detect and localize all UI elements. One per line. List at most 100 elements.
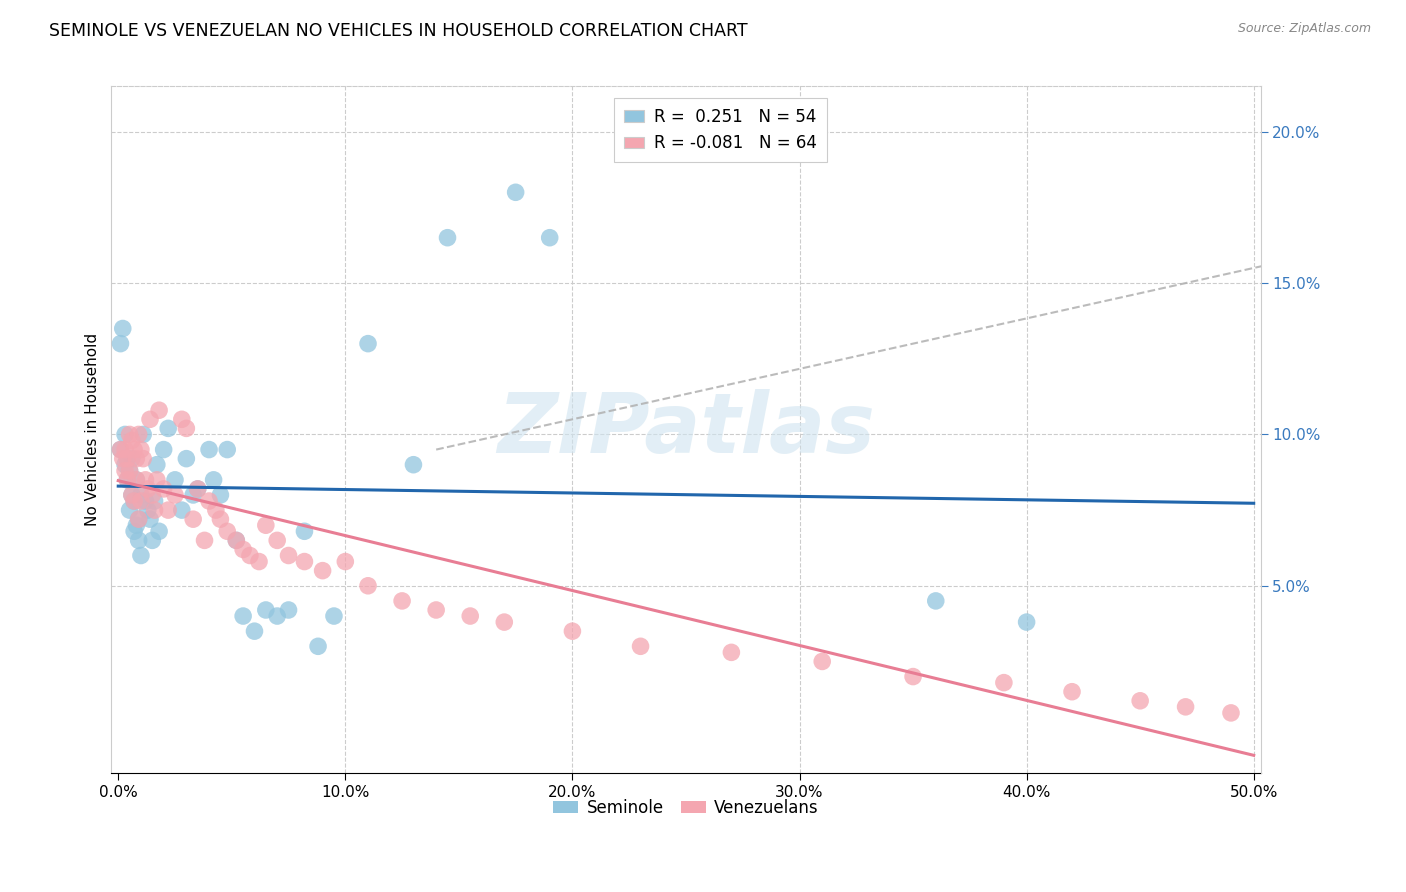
Point (122, 524, 145, 539)
Point (254, 518, 277, 533)
Point (146, 458, 169, 472)
Point (118, 464, 141, 478)
Point (129, 488, 152, 502)
Point (561, 624, 583, 639)
Point (901, 669, 924, 683)
Point (134, 494, 156, 508)
Point (307, 640, 329, 654)
Point (139, 512, 162, 526)
Point (202, 473, 225, 487)
Point (311, 564, 333, 578)
Point (217, 524, 239, 539)
Point (294, 524, 316, 539)
Point (117, 473, 139, 487)
Point (152, 482, 174, 496)
Point (232, 542, 254, 557)
Point (143, 494, 166, 508)
Point (128, 427, 150, 442)
Point (163, 473, 186, 487)
Point (247, 555, 270, 569)
Point (335, 555, 357, 569)
Point (402, 458, 425, 472)
Point (323, 609, 346, 624)
Point (357, 336, 380, 351)
Point (143, 503, 166, 517)
Point (266, 609, 288, 624)
Point (494, 615, 516, 629)
Point (239, 549, 262, 563)
Point (163, 488, 186, 502)
Point (277, 549, 299, 563)
Point (111, 451, 134, 466)
Point (357, 579, 380, 593)
Point (720, 645, 742, 659)
Point (148, 403, 170, 417)
Point (1129, 694, 1152, 708)
Point (129, 549, 152, 563)
Point (125, 451, 148, 466)
Point (121, 434, 143, 448)
Point (157, 503, 180, 517)
Point (132, 427, 155, 442)
Point (152, 442, 174, 457)
Legend: Seminole, Venezuelans: Seminole, Venezuelans (547, 792, 825, 823)
Point (277, 603, 299, 617)
Point (122, 494, 145, 508)
Point (181, 512, 204, 526)
Point (205, 503, 228, 517)
Point (225, 533, 247, 548)
Point (176, 451, 198, 466)
Point (134, 473, 156, 487)
Point (129, 442, 152, 457)
Point (128, 512, 150, 526)
Text: Source: ZipAtlas.com: Source: ZipAtlas.com (1237, 22, 1371, 36)
Point (294, 555, 316, 569)
Point (209, 512, 232, 526)
Point (176, 421, 198, 435)
Point (1015, 615, 1038, 629)
Point (243, 624, 266, 639)
Text: ZIPatlas: ZIPatlas (498, 390, 875, 470)
Point (118, 503, 141, 517)
Point (114, 427, 136, 442)
Point (110, 442, 132, 457)
Point (125, 518, 148, 533)
Y-axis label: No Vehicles in Household: No Vehicles in Household (86, 334, 100, 526)
Point (209, 488, 232, 502)
Point (110, 336, 132, 351)
Point (121, 488, 143, 502)
Point (117, 451, 139, 466)
Point (122, 442, 145, 457)
Point (391, 594, 413, 608)
Point (254, 603, 277, 617)
Point (225, 533, 247, 548)
Point (193, 533, 215, 548)
Point (141, 488, 163, 502)
Point (122, 494, 145, 508)
Point (181, 488, 204, 502)
Point (1174, 699, 1197, 714)
Point (121, 451, 143, 466)
Point (538, 230, 561, 244)
Point (141, 533, 163, 548)
Point (114, 464, 136, 478)
Point (125, 473, 148, 487)
Point (505, 186, 527, 200)
Point (136, 482, 159, 496)
Point (146, 473, 169, 487)
Point (139, 412, 162, 426)
Point (148, 524, 170, 539)
Point (136, 503, 159, 517)
Point (125, 473, 148, 487)
Point (993, 675, 1015, 690)
Point (118, 464, 141, 478)
Point (187, 482, 209, 496)
Text: SEMINOLE VS VENEZUELAN NO VEHICLES IN HOUSEHOLD CORRELATION CHART: SEMINOLE VS VENEZUELAN NO VEHICLES IN HO… (49, 22, 748, 40)
Point (458, 609, 481, 624)
Point (117, 451, 139, 466)
Point (198, 494, 221, 508)
Point (198, 442, 221, 457)
Point (1220, 706, 1243, 720)
Point (128, 512, 150, 526)
Point (425, 603, 447, 617)
